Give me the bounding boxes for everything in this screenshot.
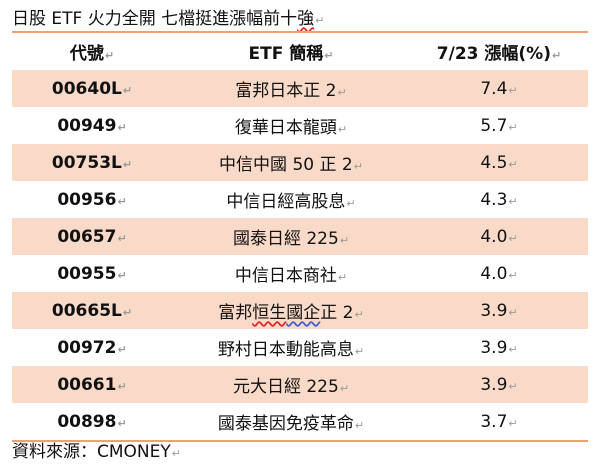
table-row: 00972↵ 野村日本動能高息↵ 3.9↵ — [12, 329, 588, 366]
cell-code: 00640L↵ — [12, 70, 172, 107]
table-row: 00657↵ 國泰日經 225↵ 4.0↵ — [12, 218, 588, 255]
cell-change: 3.9↵ — [410, 329, 588, 366]
cell-name: 中信中國 50 正 2↵ — [172, 144, 410, 181]
cell-name: 國泰日經 225↵ — [172, 218, 410, 255]
cell-code: 00955↵ — [12, 255, 172, 292]
table-row: 00949↵ 復華日本龍頭↵ 5.7↵ — [12, 107, 588, 144]
cell-change: 4.5↵ — [410, 144, 588, 181]
cell-change: 4.3↵ — [410, 181, 588, 218]
cell-code: 00898↵ — [12, 403, 172, 441]
cell-code: 00665L↵ — [12, 292, 172, 329]
cell-code: 00753L↵ — [12, 144, 172, 181]
paragraph-mark-icon: ↵ — [315, 14, 325, 27]
cell-change: 3.7↵ — [410, 403, 588, 441]
source-note: 資料來源：CMONEY↵ — [12, 440, 181, 464]
cell-name: 國泰基因免疫革命↵ — [172, 403, 410, 441]
header-etf-name: ETF 簡稱↵ — [172, 32, 410, 70]
cell-name: 元大日經 225↵ — [172, 366, 410, 403]
cell-name: 野村日本動能高息↵ — [172, 329, 410, 366]
table-row: 00956↵ 中信日經高股息↵ 4.3↵ — [12, 181, 588, 218]
cell-change: 7.4↵ — [410, 70, 588, 107]
cell-code: 00661↵ — [12, 366, 172, 403]
cell-name: 富邦恒生國企正 2↵ — [172, 292, 410, 329]
cell-change: 5.7↵ — [410, 107, 588, 144]
table-row: 00955↵ 中信日本商社↵ 4.0↵ — [12, 255, 588, 292]
grammar-check-word: 國企 — [286, 303, 321, 323]
cell-code: 00949↵ — [12, 107, 172, 144]
cell-name: 復華日本龍頭↵ — [172, 107, 410, 144]
table-row: 00661↵ 元大日經 225↵ 3.9↵ — [12, 366, 588, 403]
source-text: 資料來源：CMONEY — [12, 442, 171, 462]
header-change-pct: 7/23 漲幅(%)↵ — [410, 32, 588, 70]
table-header-row: 代號↵ ETF 簡稱↵ 7/23 漲幅(%)↵ — [12, 32, 588, 70]
header-code: 代號↵ — [12, 32, 172, 70]
cell-name: 中信日本商社↵ — [172, 255, 410, 292]
table-row: 00665L↵ 富邦恒生國企正 2↵ 3.9↵ — [12, 292, 588, 329]
cell-change: 4.0↵ — [410, 255, 588, 292]
cell-name: 中信日經高股息↵ — [172, 181, 410, 218]
cell-code: 00972↵ — [12, 329, 172, 366]
title-text: 日股 ETF 火力全開 七檔挺進漲幅前十 — [12, 9, 298, 29]
table-row: 00640L↵ 富邦日本正 2↵ 7.4↵ — [12, 70, 588, 107]
spellcheck-word: 恒生 — [252, 303, 287, 323]
table-row: 00753L↵ 中信中國 50 正 2↵ 4.5↵ — [12, 144, 588, 181]
cell-change: 3.9↵ — [410, 366, 588, 403]
document-title: 日股 ETF 火力全開 七檔挺進漲幅前十強↵ — [12, 8, 324, 30]
cell-code: 00956↵ — [12, 181, 172, 218]
cell-code: 00657↵ — [12, 218, 172, 255]
table-row: 00898↵ 國泰基因免疫革命↵ 3.7↵ — [12, 403, 588, 441]
title-text-spellcheck-word: 強 — [297, 9, 315, 29]
cell-name: 富邦日本正 2↵ — [172, 70, 410, 107]
etf-gain-table: 代號↵ ETF 簡稱↵ 7/23 漲幅(%)↵ 00640L↵ 富邦日本正 2↵… — [12, 31, 588, 442]
paragraph-mark-icon: ↵ — [171, 447, 181, 460]
cell-change: 4.0↵ — [410, 218, 588, 255]
cell-change: 3.9↵ — [410, 292, 588, 329]
